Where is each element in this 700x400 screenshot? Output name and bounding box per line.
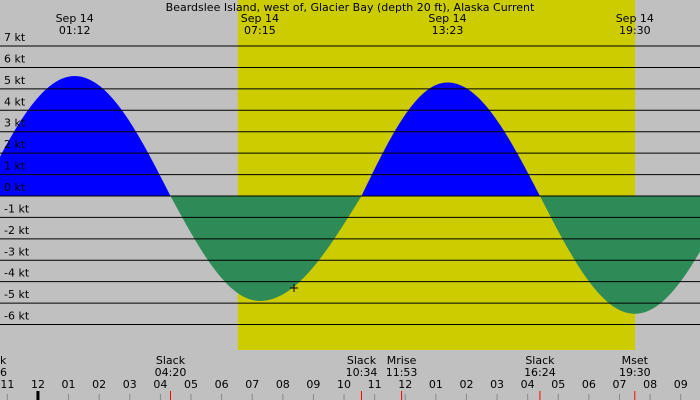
chart-title: Beardslee Island, west of, Glacier Bay (… <box>166 1 535 14</box>
x-tick-label: 03 <box>490 378 504 391</box>
y-tick-label: 6 kt <box>4 52 26 65</box>
event-date: Sep 14 <box>56 12 94 25</box>
event-time: 16:24 <box>524 366 556 379</box>
event-name: k <box>0 354 7 367</box>
x-tick-label: 03 <box>123 378 137 391</box>
y-tick-label: 0 kt <box>4 181 26 194</box>
event-time: 13:23 <box>432 24 464 37</box>
event-time: 19:30 <box>619 366 651 379</box>
current-lobe <box>0 76 171 196</box>
x-tick-label: 08 <box>276 378 290 391</box>
x-tick-label: 12 <box>398 378 412 391</box>
event-time: 6 <box>0 366 7 379</box>
event-time: 19:30 <box>619 24 651 37</box>
event-time: 04:20 <box>155 366 187 379</box>
x-tick-label: 02 <box>92 378 106 391</box>
x-tick-label: 09 <box>306 378 320 391</box>
event-name: Mset <box>622 354 649 367</box>
y-tick-label: 5 kt <box>4 74 26 87</box>
x-tick-label: 08 <box>643 378 657 391</box>
y-tick-label: -3 kt <box>4 245 30 258</box>
x-tick-label: 11 <box>368 378 382 391</box>
x-tick-label: 05 <box>551 378 565 391</box>
y-tick-label: -6 kt <box>4 310 30 323</box>
event-date: Sep 14 <box>241 12 279 25</box>
event-name: Slack <box>525 354 555 367</box>
x-tick-label: 04 <box>521 378 535 391</box>
event-time: 07:15 <box>244 24 276 37</box>
event-name: Mrise <box>387 354 417 367</box>
event-time: 01:12 <box>59 24 91 37</box>
x-tick-label: 12 <box>31 378 45 391</box>
y-tick-label: 1 kt <box>4 160 26 173</box>
y-tick-label: 7 kt <box>4 31 26 44</box>
current-lobe <box>361 82 540 196</box>
y-tick-label: 2 kt <box>4 138 26 151</box>
x-tick-label: 06 <box>582 378 596 391</box>
current-lobe <box>170 195 362 301</box>
x-tick-label: 01 <box>62 378 76 391</box>
event-time: 10:34 <box>346 366 378 379</box>
current-lobe <box>539 195 700 314</box>
event-name: Slack <box>347 354 377 367</box>
event-date: Sep 14 <box>616 12 654 25</box>
y-tick-label: 4 kt <box>4 95 26 108</box>
x-tick-label: 05 <box>184 378 198 391</box>
x-tick-label: 10 <box>337 378 351 391</box>
event-time: 11:53 <box>386 366 418 379</box>
x-tick-label: 01 <box>429 378 443 391</box>
x-tick-label: 06 <box>215 378 229 391</box>
x-tick-label: 02 <box>459 378 473 391</box>
y-tick-label: -5 kt <box>4 288 30 301</box>
cursor <box>290 284 298 292</box>
x-tick-label: 09 <box>674 378 688 391</box>
x-tick-label: 04 <box>153 378 167 391</box>
x-tick-label: 11 <box>0 378 14 391</box>
x-tick-label: 07 <box>613 378 627 391</box>
x-tick-label: 07 <box>245 378 259 391</box>
event-date: Sep 14 <box>428 12 466 25</box>
y-tick-label: 3 kt <box>4 117 26 130</box>
y-tick-label: -4 kt <box>4 267 30 280</box>
y-tick-label: -1 kt <box>4 202 30 215</box>
event-name: Slack <box>156 354 186 367</box>
y-tick-label: -2 kt <box>4 224 30 237</box>
